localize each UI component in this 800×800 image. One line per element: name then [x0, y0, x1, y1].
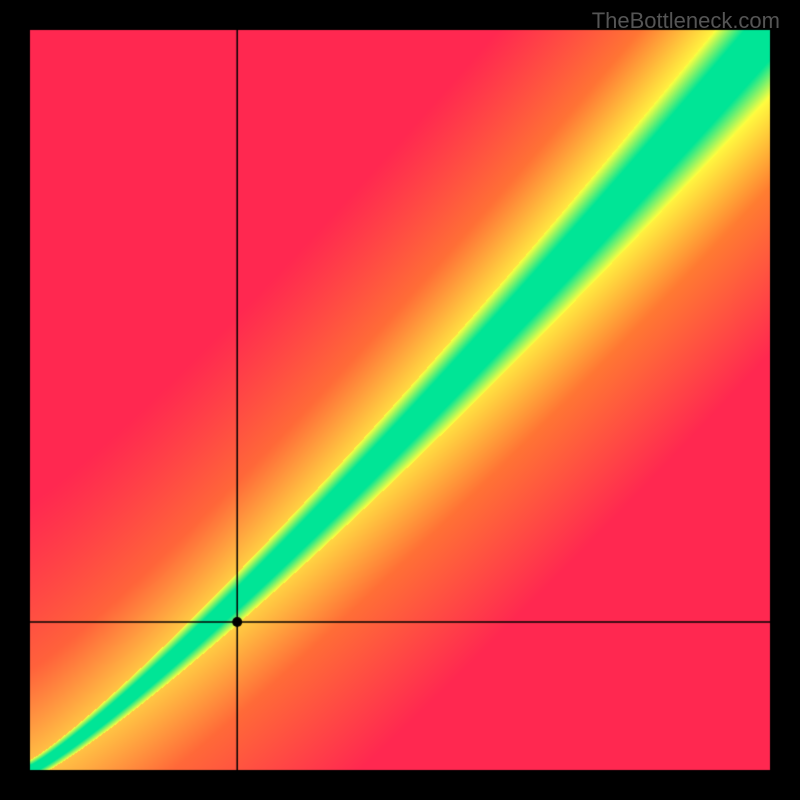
watermark-text: TheBottleneck.com	[592, 8, 780, 34]
bottleneck-heatmap	[0, 0, 800, 800]
chart-container: TheBottleneck.com	[0, 0, 800, 800]
